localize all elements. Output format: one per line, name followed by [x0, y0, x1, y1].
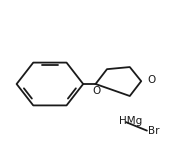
- Text: Br: Br: [148, 126, 159, 136]
- Text: O: O: [92, 86, 101, 96]
- Text: O: O: [147, 75, 155, 85]
- Text: HMg: HMg: [119, 116, 143, 126]
